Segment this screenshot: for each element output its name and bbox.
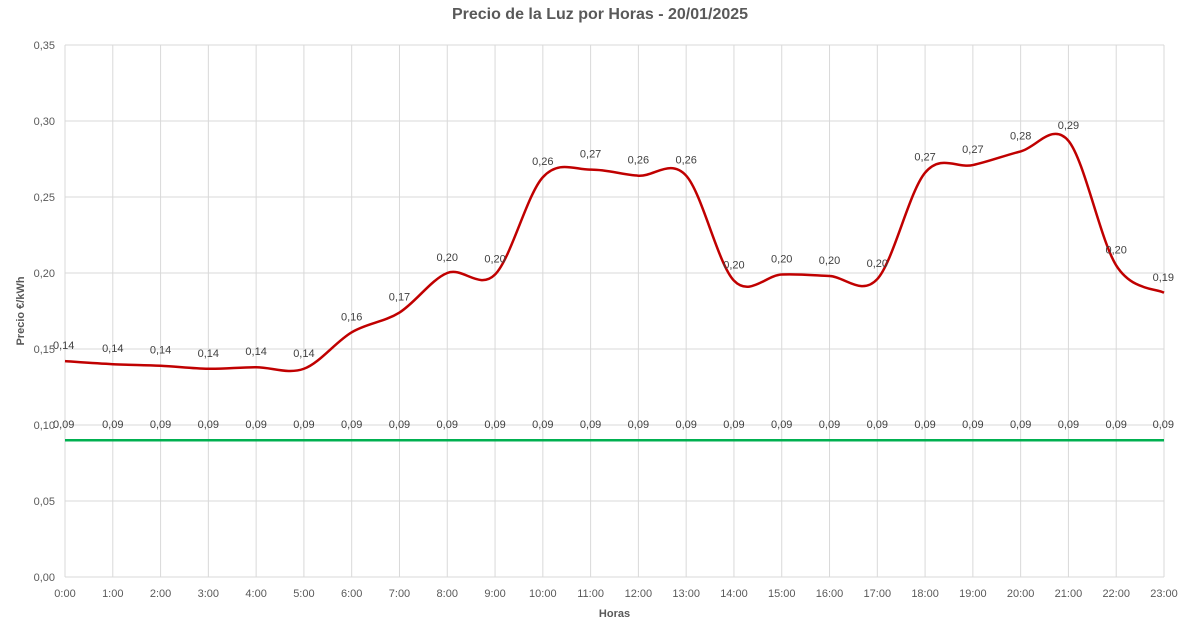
- data-label: 0,14: [53, 340, 74, 352]
- data-label: 0,09: [53, 419, 74, 431]
- y-tick-label: 0,15: [34, 344, 55, 356]
- series-line-1: [64, 132, 1165, 373]
- x-tick-label: 11:00: [577, 588, 604, 600]
- x-tick-label: 8:00: [437, 588, 458, 600]
- data-label: 0,14: [293, 348, 314, 360]
- data-labels: 0,14 0,14 0,14 0,14 0,14 0,14 0,16 0,17 0,20 0,20…: [53, 120, 1174, 431]
- data-label: 0,09: [628, 419, 649, 431]
- y-axis-title: Precio €/kWh: [15, 276, 27, 345]
- data-label: 0,28: [1010, 130, 1031, 142]
- x-tick-label: 14:00: [720, 588, 748, 600]
- x-tick-label: 22:00: [1102, 588, 1130, 600]
- y-tick-label: 0,05: [34, 496, 55, 508]
- data-label: 0,09: [771, 419, 792, 431]
- x-tick-label: 12:00: [625, 588, 653, 600]
- x-tick-label: 1:00: [102, 588, 123, 600]
- y-tick-label: 0,20: [34, 268, 55, 280]
- data-label: 0,14: [150, 345, 171, 357]
- data-label: 0,26: [675, 155, 696, 167]
- y-tick-label: 0,30: [34, 116, 55, 128]
- data-label: 0,20: [771, 254, 792, 266]
- x-tick-label: 5:00: [293, 588, 314, 600]
- data-label: 0,17: [389, 292, 410, 304]
- data-label: 0,09: [819, 419, 840, 431]
- data-label: 0,27: [580, 149, 601, 161]
- x-tick-label: 16:00: [816, 588, 844, 600]
- data-label: 0,09: [532, 419, 553, 431]
- x-tick-label: 18:00: [911, 588, 939, 600]
- data-label: 0,09: [914, 419, 935, 431]
- data-label: 0,26: [532, 156, 553, 168]
- data-label: 0,09: [102, 419, 123, 431]
- series-lines: [64, 132, 1165, 442]
- data-label: 0,09: [675, 419, 696, 431]
- x-tick-label: 19:00: [959, 588, 987, 600]
- chart-title: Precio de la Luz por Horas - 20/01/2025: [451, 6, 749, 23]
- x-tick-label: 9:00: [484, 588, 505, 600]
- x-tick-label: 13:00: [672, 588, 700, 600]
- x-tick-label: 21:00: [1055, 588, 1083, 600]
- data-label: 0,14: [245, 346, 266, 358]
- x-tick-label: 3:00: [198, 588, 219, 600]
- data-label: 0,09: [723, 419, 744, 431]
- x-tick-label: 6:00: [341, 588, 362, 600]
- data-label: 0,09: [484, 419, 505, 431]
- x-tick-label: 0:00: [54, 588, 75, 600]
- data-label: 0,09: [150, 419, 171, 431]
- data-label: 0,26: [628, 155, 649, 167]
- data-label: 0,27: [914, 152, 935, 164]
- x-tick-label: 15:00: [768, 588, 796, 600]
- data-label: 0,20: [437, 252, 458, 264]
- x-tick-label: 17:00: [864, 588, 892, 600]
- data-label: 0,20: [484, 254, 505, 266]
- data-label: 0,20: [1106, 244, 1127, 256]
- data-label: 0,09: [245, 419, 266, 431]
- y-tick-label: 0,25: [34, 192, 55, 204]
- x-axis-title: Horas: [599, 608, 630, 620]
- data-label: 0,16: [341, 311, 362, 323]
- data-label: 0,09: [867, 419, 888, 431]
- data-label: 0,09: [962, 419, 983, 431]
- data-label: 0,09: [1106, 419, 1127, 431]
- data-label: 0,09: [198, 419, 219, 431]
- x-tick-label: 2:00: [150, 588, 171, 600]
- data-label: 0,09: [341, 419, 362, 431]
- data-label: 0,29: [1058, 120, 1079, 132]
- y-tick-label: 0,10: [34, 420, 55, 432]
- x-tick-label: 10:00: [529, 588, 557, 600]
- data-label: 0,09: [293, 419, 314, 431]
- data-label: 0,09: [1010, 419, 1031, 431]
- x-tick-label: 4:00: [245, 588, 266, 600]
- x-tick-label: 7:00: [389, 588, 410, 600]
- x-axis-ticks: 0:00 1:00 2:00 3:00 4:00 5:00 6:00 7:00 8:00 9:00…: [54, 588, 1177, 600]
- x-tick-label: 20:00: [1007, 588, 1035, 600]
- data-label: 0,09: [437, 419, 458, 431]
- data-label: 0,20: [819, 255, 840, 267]
- data-label: 0,09: [1153, 419, 1174, 431]
- data-label: 0,19: [1153, 272, 1174, 284]
- y-tick-label: 0,35: [34, 40, 55, 52]
- data-label: 0,14: [102, 343, 123, 355]
- data-label: 0,09: [580, 419, 601, 431]
- data-label: 0,09: [1058, 419, 1079, 431]
- y-tick-label: 0,00: [34, 572, 55, 584]
- data-label: 0,20: [867, 258, 888, 270]
- data-label: 0,14: [198, 348, 219, 360]
- data-label: 0,20: [723, 260, 744, 272]
- data-label: 0,09: [389, 419, 410, 431]
- y-axis-ticks: 0,00 0,05 0,10 0,15 0,20 0,25 0,30 0,35: [34, 40, 55, 584]
- gridlines: [64, 44, 1165, 578]
- x-tick-label: 23:00: [1150, 588, 1178, 600]
- data-label: 0,27: [962, 144, 983, 156]
